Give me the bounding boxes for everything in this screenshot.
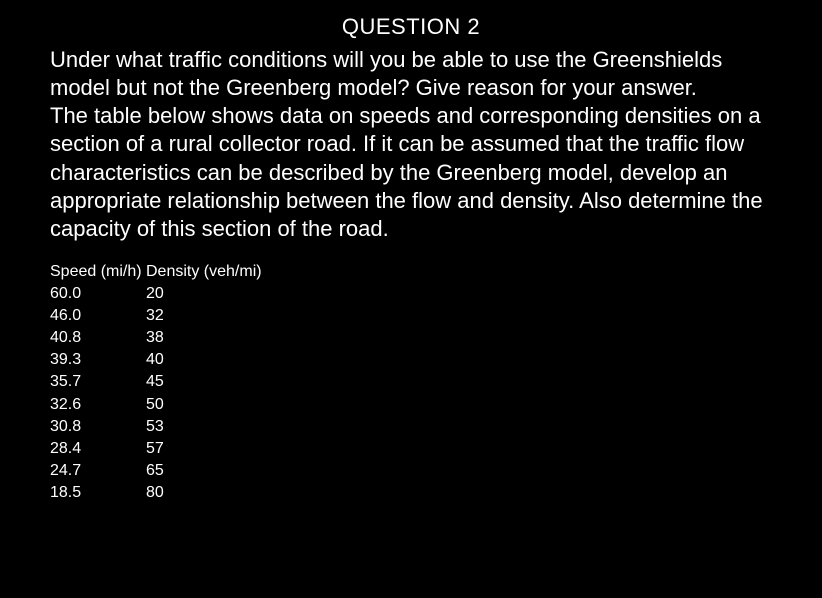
cell-density: 40: [146, 349, 286, 371]
cell-speed: 18.5: [50, 482, 146, 504]
question-body: Under what traffic conditions will you b…: [50, 46, 772, 243]
cell-density: 45: [146, 371, 286, 393]
cell-speed: 24.7: [50, 460, 146, 482]
data-table: Speed (mi/h) Density (veh/mi) 60.02046.0…: [50, 261, 772, 504]
cell-speed: 39.3: [50, 349, 146, 371]
table-row: 40.838: [50, 327, 772, 349]
table-row: 39.340: [50, 349, 772, 371]
cell-speed: 28.4: [50, 438, 146, 460]
cell-speed: 46.0: [50, 305, 146, 327]
table-row: 30.853: [50, 416, 772, 438]
table-header-row: Speed (mi/h) Density (veh/mi): [50, 261, 772, 283]
col-header-density: Density (veh/mi): [146, 261, 286, 283]
cell-density: 57: [146, 438, 286, 460]
table-row: 46.032: [50, 305, 772, 327]
cell-speed: 32.6: [50, 394, 146, 416]
cell-speed: 40.8: [50, 327, 146, 349]
cell-density: 32: [146, 305, 286, 327]
cell-density: 20: [146, 283, 286, 305]
cell-speed: 60.0: [50, 283, 146, 305]
table-row: 60.020: [50, 283, 772, 305]
cell-density: 65: [146, 460, 286, 482]
cell-speed: 30.8: [50, 416, 146, 438]
cell-density: 38: [146, 327, 286, 349]
cell-density: 53: [146, 416, 286, 438]
table-row: 32.650: [50, 394, 772, 416]
table-row: 24.765: [50, 460, 772, 482]
table-row: 35.745: [50, 371, 772, 393]
cell-density: 80: [146, 482, 286, 504]
cell-speed: 35.7: [50, 371, 146, 393]
table-row: 18.580: [50, 482, 772, 504]
table-row: 28.457: [50, 438, 772, 460]
question-title: QUESTION 2: [50, 14, 772, 40]
col-header-speed: Speed (mi/h): [50, 261, 146, 283]
cell-density: 50: [146, 394, 286, 416]
